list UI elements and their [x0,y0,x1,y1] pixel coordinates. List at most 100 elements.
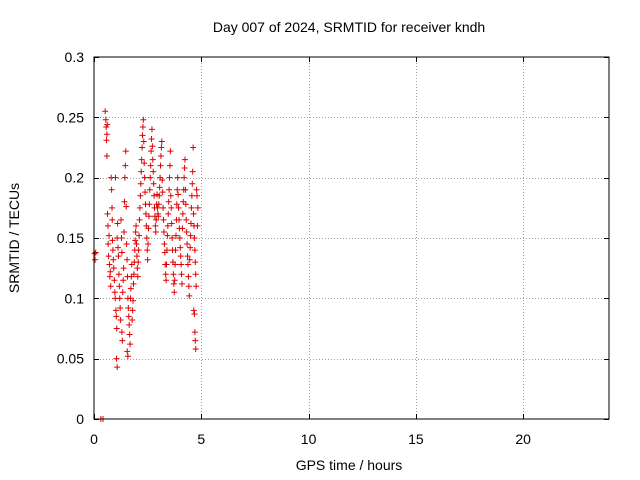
data-point [191,235,198,241]
data-point [186,292,193,299]
data-point [164,232,171,239]
data-point [105,241,112,248]
data-point [170,280,177,287]
data-point [129,317,136,324]
y-tick-label: 0.05 [57,351,84,367]
data-point [114,364,121,371]
data-point [125,304,132,311]
data-point [182,186,189,193]
data-point [141,174,148,181]
data-point [165,210,172,217]
data-point [166,174,173,181]
data-point [172,261,179,268]
data-point [192,346,199,353]
data-point [172,247,179,254]
data-point [115,253,122,260]
data-point [190,144,197,151]
data-point [127,341,134,348]
data-point [104,210,111,217]
data-point [181,165,188,172]
x-tick-label: 15 [408,431,424,447]
data-point [133,253,140,260]
data-point [173,201,180,208]
data-point [166,186,173,193]
data-point [120,277,127,284]
data-point [132,237,139,244]
data-point [178,271,185,278]
data-point [109,237,116,244]
data-point [156,184,163,191]
data-point [126,331,133,338]
data-point [142,189,149,196]
data-point [187,244,194,251]
data-point [181,156,188,163]
data-point [118,329,125,336]
data-point [189,168,196,175]
data-point [185,273,192,280]
y-tick-label: 0.3 [65,49,85,65]
data-point [179,210,186,217]
data-point [146,186,153,193]
x-tick-label: 20 [515,431,531,447]
data-point [189,180,196,187]
data-point [158,138,165,145]
data-point [117,317,124,324]
data-point [105,253,112,260]
data-point [151,192,158,199]
data-point [178,280,185,287]
data-point [109,216,116,223]
data-point [146,201,153,208]
data-point [103,137,110,144]
data-point [149,143,156,150]
data-point [163,261,170,268]
data-point [133,241,140,248]
data-point [167,192,174,199]
data-point [184,241,191,248]
data-point [136,216,143,223]
data-point [163,247,170,254]
data-point [155,201,162,208]
data-point [104,222,111,229]
data-point [187,220,194,227]
data-point [132,228,139,235]
data-point [116,283,123,290]
tick-layer: 0 5 10 15 20 0 0.05 0.1 0.15 0.2 0.25 0.3 [57,49,609,447]
data-point [138,156,145,163]
data-point [113,313,120,320]
data-point [187,232,194,239]
data-point [123,241,130,248]
data-point [130,280,137,287]
data-point [139,123,146,130]
data-point [175,216,182,223]
data-point [191,311,198,318]
data-point [130,297,137,304]
data-point [113,325,120,332]
data-point [102,108,109,115]
data-point [120,265,127,272]
data-point [161,241,168,248]
data-point [121,228,128,235]
data-point [121,198,128,205]
data-point [124,353,131,360]
data-point [145,225,152,232]
data-point [122,148,129,155]
data-point [191,247,198,254]
data-point [154,204,161,211]
data-point [109,204,116,211]
data-point [123,203,130,210]
data-point [147,174,154,181]
data-point [115,271,122,278]
data-point [145,213,152,220]
data-point [183,228,190,235]
data-point [174,186,181,193]
data-point [184,261,191,268]
data-point [169,235,176,241]
data-point [118,216,125,223]
data-point [138,168,145,175]
data-point [126,321,133,328]
data-point [160,216,167,223]
data-layer [91,108,201,422]
x-axis-label: GPS time / hours [296,457,403,473]
data-point [192,271,199,278]
